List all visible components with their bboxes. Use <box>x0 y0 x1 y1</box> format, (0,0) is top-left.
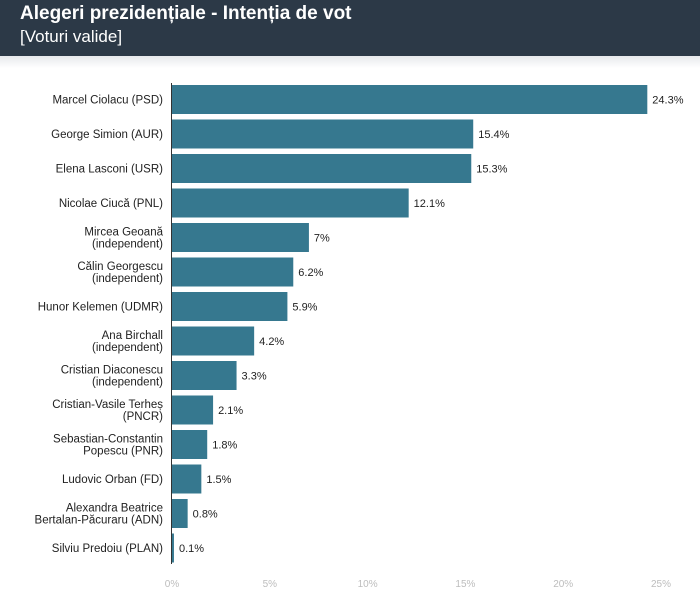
bar-value-label: 0.8% <box>193 509 218 521</box>
category-label: Alexandra Beatrice <box>66 503 163 515</box>
category-label: Silviu Predoiu (PLAN) <box>52 543 163 555</box>
header-shadow <box>0 56 700 68</box>
bar-value-label: 6.2% <box>298 267 323 279</box>
category-label: (PNCR) <box>123 411 163 423</box>
category-label: Elena Lasconi (USR) <box>56 164 164 176</box>
bar <box>172 533 174 563</box>
bar <box>172 257 294 287</box>
bar-value-label: 24.3% <box>652 95 683 107</box>
bar-value-label: 2.1% <box>218 405 243 417</box>
category-label: (independent) <box>92 273 163 285</box>
bar <box>172 499 188 528</box>
category-label: Cristian Diaconescu <box>61 365 163 377</box>
category-label: Mircea Geoană <box>84 227 163 239</box>
bar-value-label: 4.2% <box>259 336 284 348</box>
chart-header: Alegeri prezidențiale - Intenția de vot … <box>0 0 700 56</box>
bar <box>172 326 255 356</box>
category-label: Ana Birchall <box>102 330 163 342</box>
category-label: Ludovic Orban (FD) <box>62 474 163 486</box>
bar <box>172 188 409 218</box>
category-label: Cristian-Vasile Terheș <box>52 399 163 411</box>
category-label: Călin Georgescu <box>77 261 163 273</box>
bar <box>172 464 202 494</box>
x-tick-label: 20% <box>553 579 573 590</box>
category-label: Sebastian-Constantin <box>53 434 163 446</box>
bar-value-label: 5.9% <box>292 302 317 314</box>
bar-value-label: 1.8% <box>212 440 237 452</box>
bar <box>172 292 288 321</box>
bar <box>172 154 472 183</box>
category-label: (independent) <box>92 342 163 354</box>
bar <box>172 395 214 425</box>
category-label: (independent) <box>92 377 163 389</box>
x-tick-label: 25% <box>651 579 671 590</box>
bar-value-label: 7% <box>314 233 330 245</box>
bar-value-label: 12.1% <box>414 198 445 210</box>
x-tick-label: 15% <box>455 579 475 590</box>
x-tick-label: 5% <box>263 579 278 590</box>
x-tick-label: 10% <box>358 579 378 590</box>
bar-value-label: 15.4% <box>478 129 509 141</box>
bar <box>172 223 309 252</box>
bar-value-label: 1.5% <box>206 474 231 486</box>
chart-subtitle: [Voturi valide] <box>20 27 123 46</box>
bar-value-label: 15.3% <box>476 164 507 176</box>
category-label: Popescu (PNR) <box>83 446 163 458</box>
bar <box>172 85 648 114</box>
bar-value-label: 3.3% <box>242 371 267 383</box>
bar-value-label: 0.1% <box>179 543 204 555</box>
category-label: (independent) <box>92 239 163 251</box>
x-tick-label: 0% <box>165 579 180 590</box>
category-label: Nicolae Ciucă (PNL) <box>59 198 163 210</box>
category-label: Marcel Ciolacu (PSD) <box>52 95 163 107</box>
category-label: Bertalan-Păcuraru (ADN) <box>35 515 164 527</box>
bar <box>172 430 208 459</box>
bar <box>172 119 474 149</box>
chart-title: Alegeri prezidențiale - Intenția de vot <box>20 3 352 24</box>
category-label: George Simion (AUR) <box>51 129 163 141</box>
category-label: Hunor Kelemen (UDMR) <box>38 302 163 314</box>
bar <box>172 361 237 390</box>
